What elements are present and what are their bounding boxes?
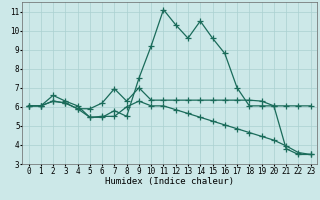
X-axis label: Humidex (Indice chaleur): Humidex (Indice chaleur) [105,177,234,186]
